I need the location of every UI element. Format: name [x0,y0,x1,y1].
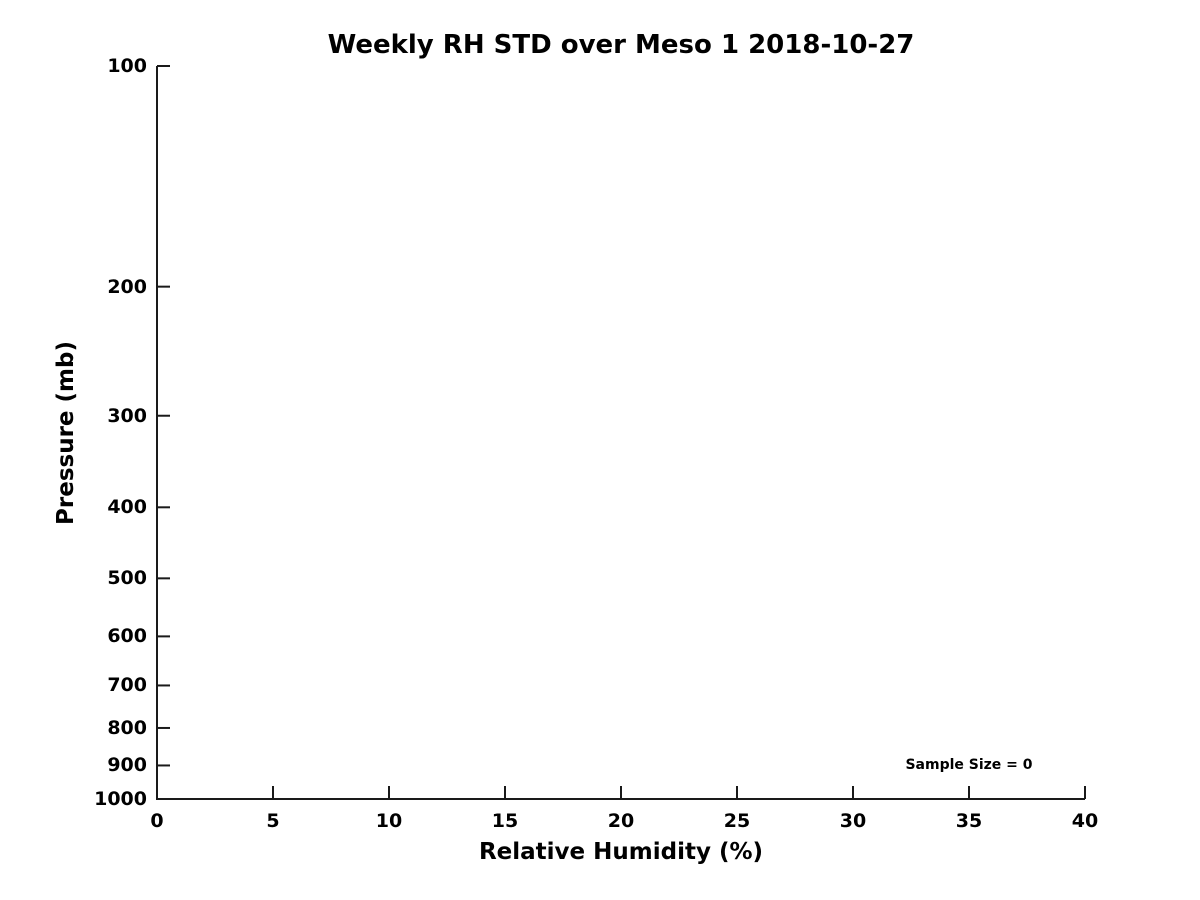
x-tick-label: 20 [607,810,635,832]
y-tick-label: 200 [107,275,147,298]
y-tick-label: 1000 [94,788,147,810]
x-tick-label: 35 [955,810,983,832]
y-tick-label: 400 [107,496,147,519]
x-tick-label: 0 [150,810,164,832]
x-tick-label: 40 [1071,810,1099,832]
y-tick-label: 700 [107,674,147,697]
y-tick-label: 500 [107,567,147,590]
x-tick-label: 10 [375,810,403,832]
x-axis-label: Relative Humidity (%) [478,839,764,865]
y-tick-label: 800 [107,716,147,739]
x-tick-label: 15 [491,810,519,832]
y-tick-label: 300 [107,404,147,427]
chart-title: Weekly RH STD over Meso 1 2018-10-27 [327,30,915,60]
x-tick-label: 25 [723,810,751,832]
y-tick-label: 600 [107,625,147,648]
x-tick-label: 30 [839,810,867,832]
sample-size-annotation: Sample Size = 0 [905,757,1033,774]
y-tick-label: 100 [107,55,147,77]
x-tick-label: 5 [266,810,280,832]
y-tick-label: 900 [107,754,147,777]
